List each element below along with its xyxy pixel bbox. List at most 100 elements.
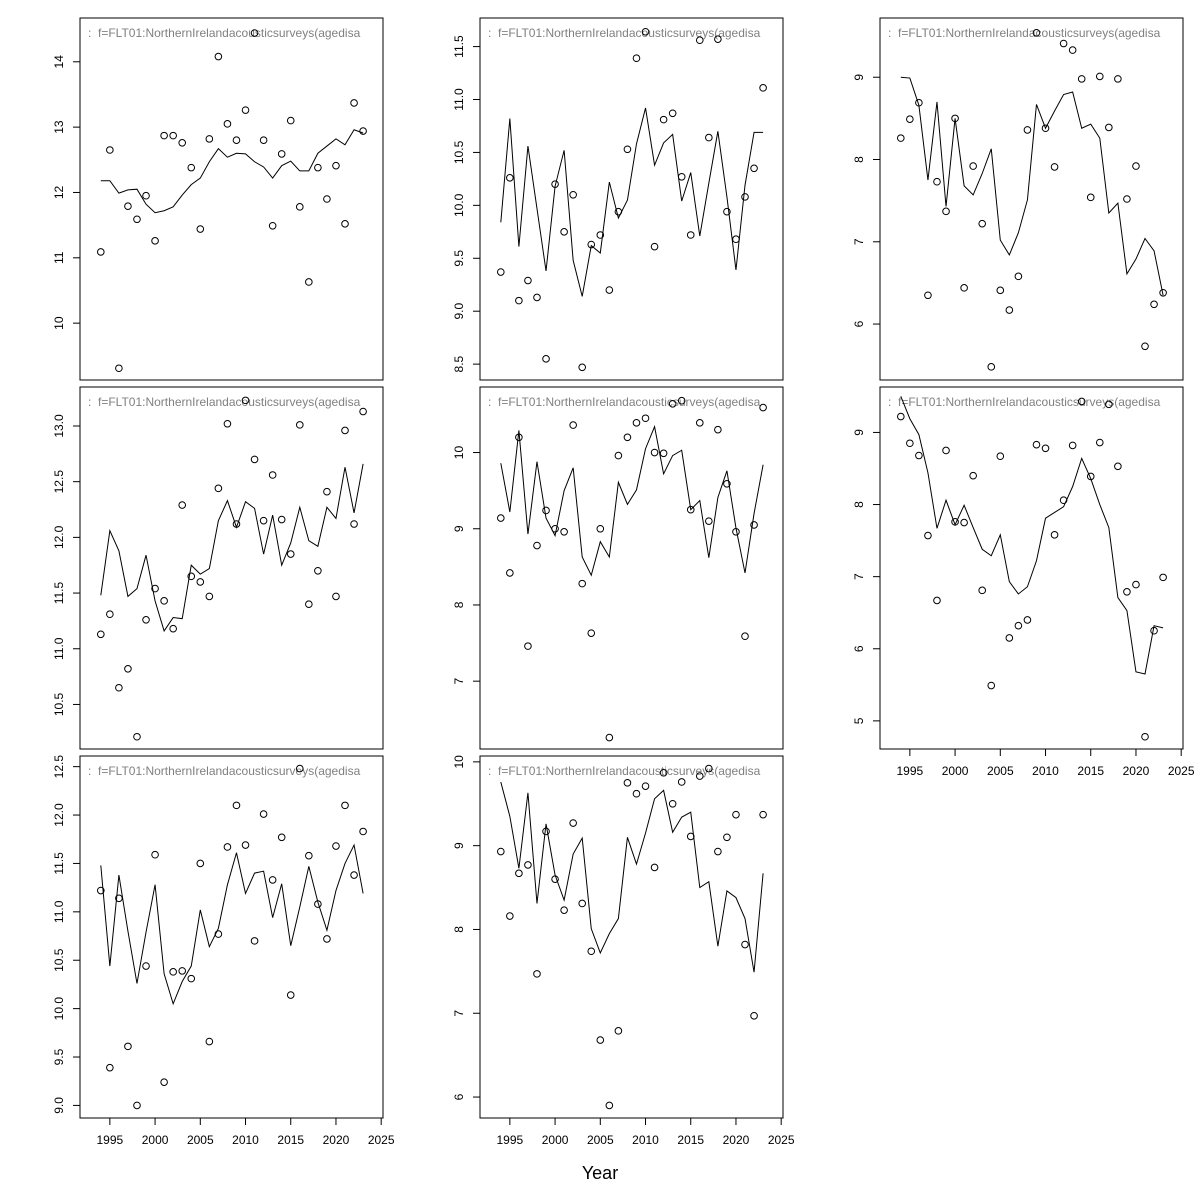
observed-point <box>969 471 977 480</box>
panel-frame <box>879 17 1184 381</box>
observed-point <box>124 665 132 673</box>
panel-title: : f=FLT01:NorthernIrelandacousticsurveys… <box>88 26 361 40</box>
observed-point <box>960 518 968 527</box>
observed-point <box>1032 29 1041 37</box>
observed-point <box>169 968 177 976</box>
observed-point <box>978 586 987 595</box>
observed-point <box>214 52 223 61</box>
observed-point <box>151 584 159 593</box>
x-tick-label: 2025 <box>1168 764 1195 778</box>
y-tick-label: 11.5 <box>52 852 66 875</box>
observed-point <box>960 284 968 292</box>
observed-point <box>551 875 559 883</box>
observed-point <box>596 231 605 239</box>
observed-point <box>97 630 105 639</box>
observed-point <box>915 451 923 460</box>
observed-point <box>551 180 559 188</box>
observed-point <box>741 632 749 641</box>
observed-point <box>1068 441 1077 450</box>
observed-point <box>750 1011 758 1020</box>
observed-point <box>569 421 577 429</box>
observed-point <box>596 1036 605 1044</box>
observed-point <box>614 207 623 216</box>
observed-point <box>623 433 632 442</box>
observed-point <box>677 778 686 786</box>
observed-point <box>587 629 596 637</box>
y-tick-label: 7 <box>452 678 466 685</box>
observed-point <box>160 131 168 140</box>
x-tick-label: 1995 <box>896 764 923 778</box>
observed-point <box>160 1078 168 1086</box>
x-tick-label: 2025 <box>368 1133 395 1147</box>
observed-point <box>169 624 177 633</box>
y-tick-label: 10 <box>452 446 466 460</box>
fitted-line <box>100 129 364 214</box>
observed-point <box>250 937 259 945</box>
observed-point <box>187 572 196 581</box>
panel-title: : f=FLT01:NorthernIrelandacousticsurveys… <box>88 395 361 409</box>
panel-frame <box>479 386 784 750</box>
x-tick-label: 1995 <box>496 1133 523 1147</box>
observed-point <box>259 136 268 144</box>
observed-point <box>1041 124 1050 133</box>
observed-point <box>515 433 523 442</box>
observed-point <box>1150 300 1158 309</box>
observed-point <box>1050 163 1059 171</box>
observed-point <box>632 789 641 798</box>
observed-point <box>205 135 214 143</box>
observed-point <box>677 396 686 405</box>
observed-point <box>714 425 722 434</box>
observed-point <box>578 579 587 588</box>
observed-point <box>686 231 695 239</box>
observed-point <box>605 286 614 294</box>
y-tick-label: 7 <box>852 573 866 580</box>
observed-point <box>359 827 367 836</box>
observed-point <box>323 935 331 943</box>
y-tick-label: 11.5 <box>452 35 466 58</box>
observed-point <box>359 407 367 416</box>
observed-point <box>232 801 241 810</box>
observed-point <box>569 819 577 827</box>
x-tick-label: 2000 <box>142 1133 169 1147</box>
observed-point <box>650 242 659 251</box>
observed-point <box>241 106 250 114</box>
observed-point <box>924 531 932 540</box>
x-tick-label: 1995 <box>96 1133 123 1147</box>
observed-point <box>641 782 650 790</box>
panel-frame <box>79 17 384 381</box>
observed-point <box>714 847 722 856</box>
y-tick-label: 11.5 <box>52 582 66 605</box>
y-tick-label: 9.0 <box>52 1097 66 1114</box>
observed-point <box>106 610 114 619</box>
observed-point <box>1123 195 1131 203</box>
observed-point <box>951 518 959 526</box>
observed-point <box>897 134 905 142</box>
x-tick-label: 2000 <box>542 1133 569 1147</box>
observed-point <box>497 514 505 522</box>
x-axis-title: Year <box>582 1163 618 1183</box>
observed-point <box>133 732 141 741</box>
observed-point <box>560 906 568 914</box>
observed-point <box>268 876 277 884</box>
observed-point <box>1023 126 1032 134</box>
observed-point <box>341 801 349 810</box>
x-tick-label: 2020 <box>323 1133 350 1147</box>
y-tick-label: 8 <box>452 926 466 933</box>
y-tick-label: 13.0 <box>52 414 66 438</box>
observed-point <box>695 36 704 45</box>
y-tick-label: 9 <box>452 525 466 532</box>
panel-title: : f=FLT01:NorthernIrelandacousticsurveys… <box>488 26 761 40</box>
observed-point <box>223 843 232 851</box>
y-tick-label: 12.5 <box>52 470 66 494</box>
observed-point <box>506 174 514 182</box>
observed-point <box>695 772 704 780</box>
observed-point <box>1105 400 1113 409</box>
observed-point <box>705 517 713 525</box>
panel: : f=FLT01:NorthernIrelandacousticsurveys… <box>452 386 784 750</box>
observed-point <box>668 109 677 118</box>
observed-point <box>578 899 587 908</box>
observed-point <box>1032 440 1041 449</box>
observed-point <box>542 355 550 363</box>
observed-point <box>987 681 996 690</box>
